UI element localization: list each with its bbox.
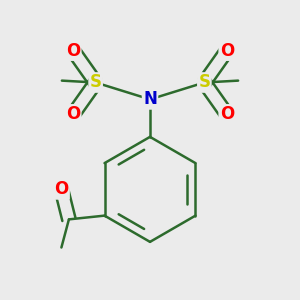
Text: O: O [220,42,234,60]
Text: O: O [66,105,80,123]
Text: O: O [220,105,234,123]
Text: S: S [90,74,102,92]
Text: O: O [66,42,80,60]
Text: N: N [143,90,157,108]
Text: S: S [198,74,210,92]
Text: O: O [54,180,68,198]
